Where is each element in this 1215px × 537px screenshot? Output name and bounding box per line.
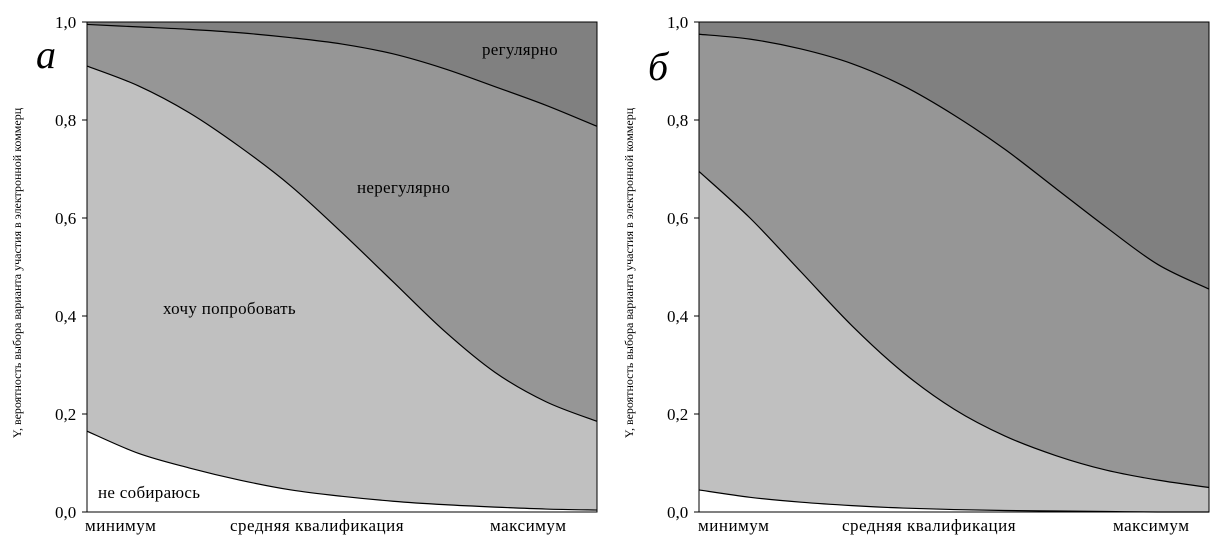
x-tick-label: средняя квалификация (842, 516, 1016, 535)
area-4 (87, 22, 597, 127)
y-tick-label: 0,0 (55, 503, 76, 522)
y-tick-label: 1,0 (667, 13, 688, 32)
panel-label: а (36, 32, 56, 77)
plot-frame (698, 21, 1210, 513)
y-axis-label: Y, вероятность выбора варианта участия в… (622, 107, 636, 438)
boundary-line-3 (86, 23, 598, 127)
y-tick-label: 0,0 (667, 503, 688, 522)
y-tick-label: 0,6 (667, 209, 688, 228)
area-layer (698, 22, 1210, 513)
boundary-line-3 (698, 33, 1210, 290)
y-tick-label: 1,0 (55, 13, 76, 32)
area-1 (87, 431, 597, 512)
y-tick-label: 0,2 (55, 405, 76, 424)
annotation-regular: регулярно (482, 40, 558, 59)
x-tick-label: максимум (490, 516, 566, 535)
y-tick-label: 0,4 (55, 307, 77, 326)
x-tick-label: минимум (85, 516, 156, 535)
y-tick-label: 0,6 (55, 209, 76, 228)
y-tick-label: 0,8 (667, 111, 688, 130)
area-3 (87, 24, 597, 422)
area-3 (699, 34, 1209, 488)
area-2 (87, 66, 597, 511)
chart-panel-a: Y, вероятность выбора варианта участия в… (10, 13, 598, 535)
area-layer (86, 22, 598, 512)
y-tick-label: 0,2 (667, 405, 688, 424)
chart-panel-b: Y, вероятность выбора варианта участия в… (622, 13, 1210, 535)
boundary-line-2 (698, 171, 1210, 489)
x-tick-label: максимум (1113, 516, 1189, 535)
area-1 (699, 489, 1209, 513)
annotation-not-going: не собираюсь (98, 483, 200, 502)
panel-label: б (648, 44, 670, 89)
boundary-line-1 (86, 430, 598, 511)
y-axis-label: Y, вероятность выбора варианта участия в… (10, 107, 24, 438)
x-tick-label: средняя квалификация (230, 516, 404, 535)
annotation-want-to-try: хочу попробовать (163, 299, 296, 318)
y-tick-label: 0,8 (55, 111, 76, 130)
area-2 (699, 171, 1209, 513)
area-4 (699, 22, 1209, 290)
y-tick-label: 0,4 (667, 307, 689, 326)
plot-frame (86, 21, 598, 513)
x-tick-label: минимум (698, 516, 769, 535)
annotation-irregular: нерегулярно (357, 178, 450, 197)
boundary-line-2 (86, 65, 598, 422)
